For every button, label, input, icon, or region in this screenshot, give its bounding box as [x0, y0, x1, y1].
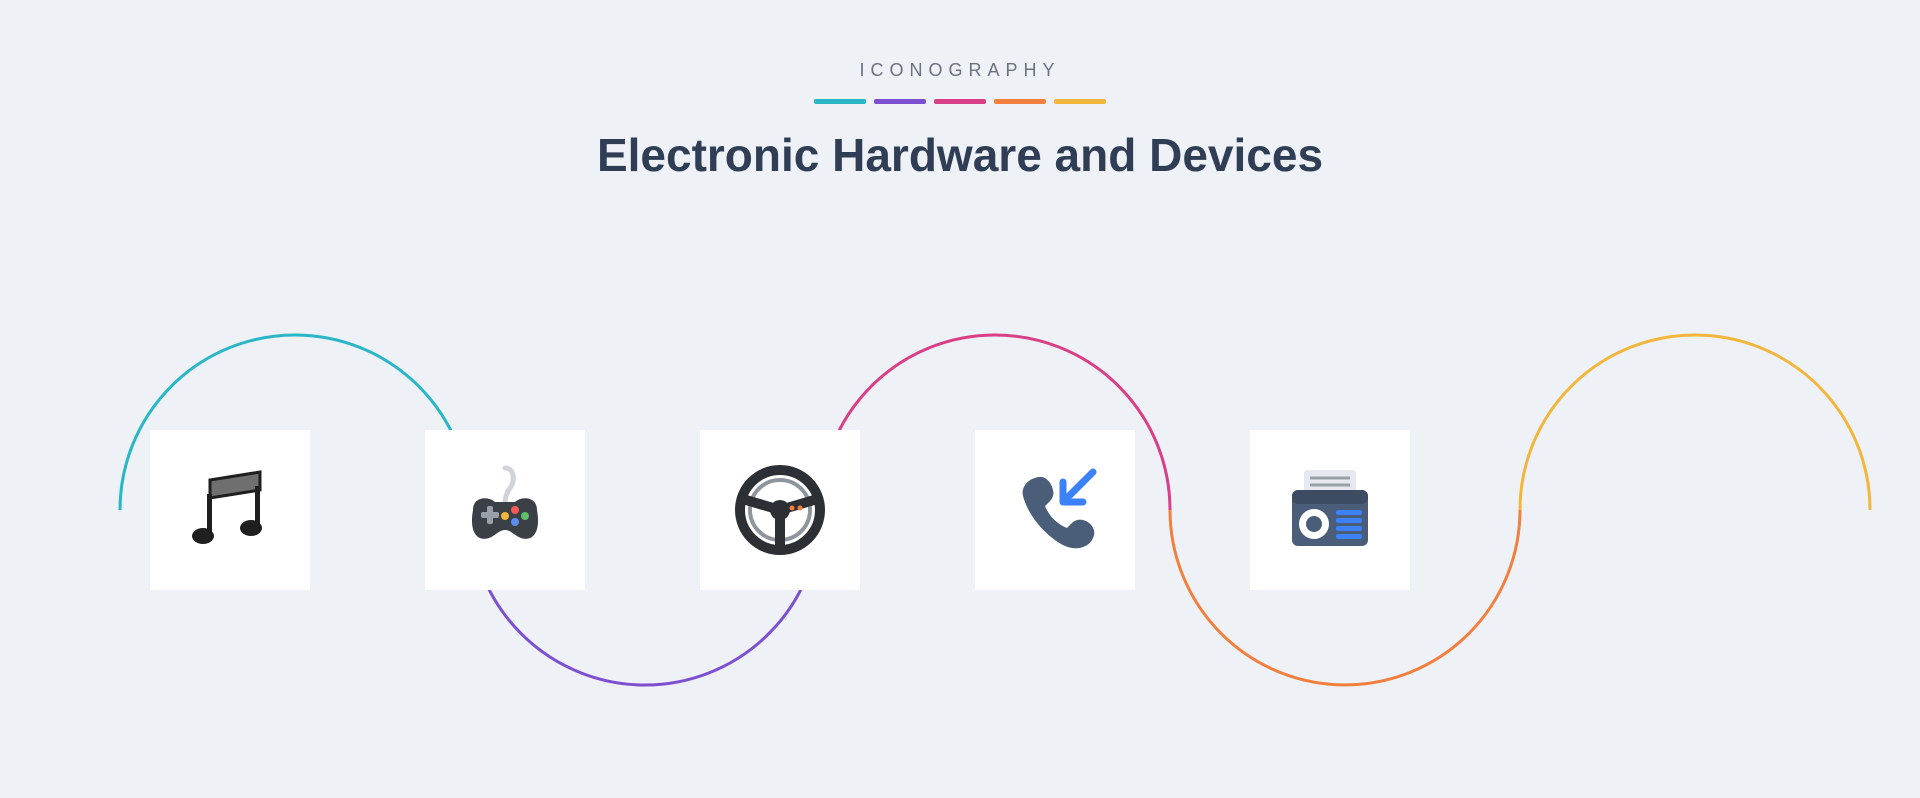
- icon-card-row: [0, 0, 1920, 798]
- gamepad-icon: [425, 430, 585, 590]
- fax-machine-icon: [1250, 430, 1410, 590]
- incoming-call-icon: [975, 430, 1135, 590]
- steering-wheel-icon: [700, 430, 860, 590]
- music-note-icon: [150, 430, 310, 590]
